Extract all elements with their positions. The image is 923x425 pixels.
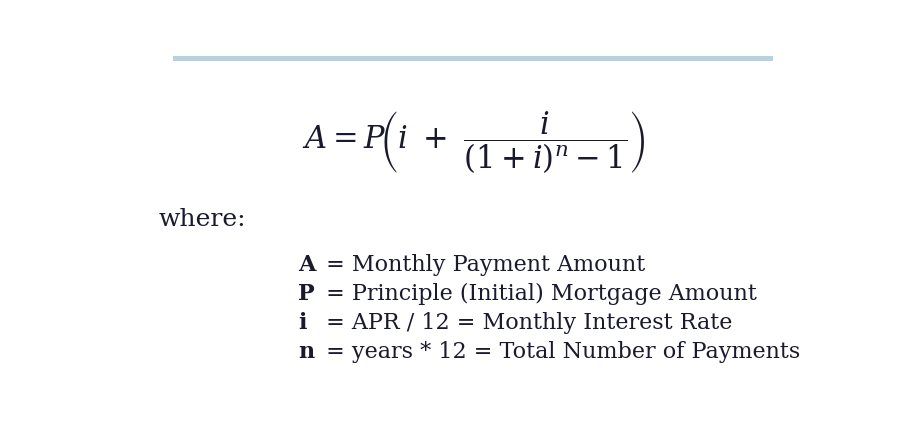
- Text: where:: where:: [159, 208, 246, 231]
- Text: = Monthly Payment Amount: = Monthly Payment Amount: [319, 254, 645, 276]
- Text: = years * 12 = Total Number of Payments: = years * 12 = Total Number of Payments: [319, 341, 800, 363]
- Text: A: A: [298, 254, 315, 276]
- Text: i: i: [298, 312, 306, 334]
- Text: P: P: [298, 283, 315, 305]
- Text: $A = P\!\left(i\ +\ \dfrac{i}{(1+i)^{n}-1}\right)$: $A = P\!\left(i\ +\ \dfrac{i}{(1+i)^{n}-…: [302, 109, 644, 176]
- Text: = Principle (Initial) Mortgage Amount: = Principle (Initial) Mortgage Amount: [319, 283, 757, 305]
- Text: n: n: [298, 341, 314, 363]
- Text: = APR / 12 = Monthly Interest Rate: = APR / 12 = Monthly Interest Rate: [319, 312, 733, 334]
- FancyBboxPatch shape: [173, 56, 773, 62]
